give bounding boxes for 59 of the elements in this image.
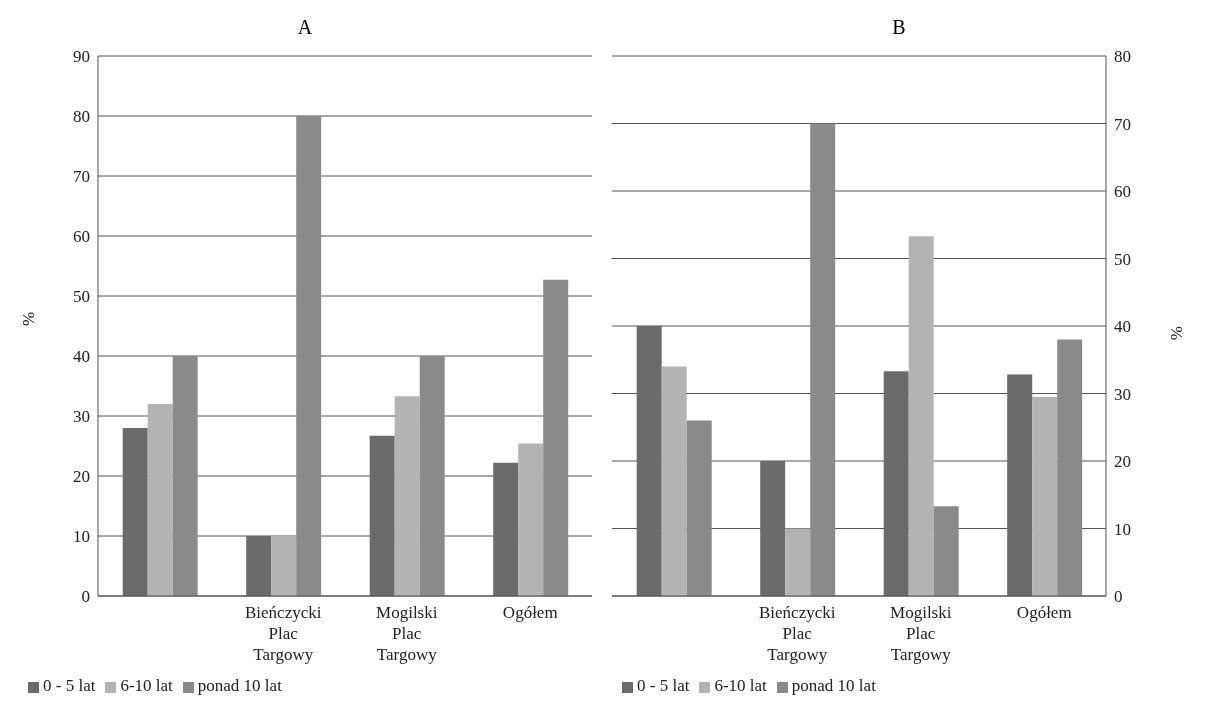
bar — [760, 461, 786, 596]
bar — [246, 536, 272, 596]
y2-axis-title: % — [1167, 326, 1187, 341]
bar — [1007, 374, 1033, 596]
bar — [908, 236, 934, 596]
bar — [1057, 339, 1083, 596]
bar — [810, 123, 836, 596]
y-tick-label: 0 — [81, 587, 90, 607]
bar — [172, 356, 198, 596]
bar — [1032, 396, 1058, 596]
y2-tick-label: 0 — [1114, 587, 1123, 607]
y-tick-label: 60 — [73, 227, 90, 247]
bar — [686, 420, 712, 596]
y2-tick-label: 20 — [1114, 452, 1131, 472]
x-tick-label: Bieńczycki Plac Targowy — [245, 603, 322, 664]
chart-title: A — [296, 16, 314, 40]
x-tick-label: Ogółem — [502, 603, 558, 622]
y2-tick-label: 70 — [1114, 114, 1131, 134]
y-axis-title: % — [19, 311, 39, 326]
y-tick-label: 50 — [73, 287, 90, 307]
bar — [419, 356, 445, 596]
bar — [661, 366, 687, 596]
y-tick-label: 20 — [73, 467, 90, 487]
legend-label: 6-10 lat — [714, 676, 767, 695]
y2-tick-label: 80 — [1114, 47, 1131, 67]
bar — [147, 404, 173, 596]
y-tick-label: 30 — [73, 407, 90, 427]
bar — [394, 396, 420, 596]
x-tick-label: Ogółem — [1016, 603, 1072, 622]
chart-title: B — [891, 16, 907, 40]
bar — [883, 371, 909, 596]
bar — [518, 443, 544, 596]
y-tick-label: 90 — [73, 47, 90, 67]
legend-label: ponad 10 lat — [791, 676, 876, 695]
y2-tick-label: 60 — [1114, 182, 1131, 202]
x-tick-label: Mogilski Plac Targowy — [890, 603, 952, 664]
legend-label: ponad 10 lat — [197, 676, 282, 695]
bar — [271, 536, 297, 596]
bar — [296, 116, 322, 596]
y2-tick-label: 30 — [1114, 384, 1131, 404]
bar — [369, 435, 395, 596]
y-tick-label: 70 — [73, 167, 90, 187]
bar — [543, 279, 569, 596]
bar — [122, 428, 148, 596]
bar — [636, 326, 662, 596]
legend-label: 6-10 lat — [120, 676, 173, 695]
y-tick-label: 40 — [73, 347, 90, 367]
y2-tick-label: 40 — [1114, 317, 1131, 337]
y-tick-label: 80 — [73, 107, 90, 127]
x-tick-label: Mogilski Plac Targowy — [376, 603, 438, 664]
bar — [933, 506, 959, 596]
y2-tick-label: 10 — [1114, 519, 1131, 539]
y-tick-label: 10 — [73, 527, 90, 547]
legend-label: 0 - 5 lat — [43, 676, 96, 695]
bar — [493, 462, 519, 596]
bar — [785, 528, 811, 596]
legend-label: 0 - 5 lat — [637, 676, 690, 695]
x-tick-label: Bieńczycki Plac Targowy — [759, 603, 836, 664]
y2-tick-label: 50 — [1114, 249, 1131, 269]
